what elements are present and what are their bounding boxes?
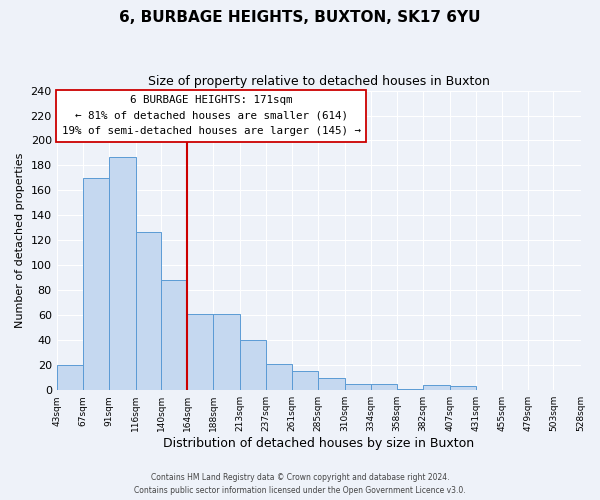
Bar <box>83 178 109 390</box>
Bar <box>371 384 397 390</box>
Title: Size of property relative to detached houses in Buxton: Size of property relative to detached ho… <box>148 75 490 88</box>
Bar <box>292 372 318 390</box>
Bar <box>213 314 240 390</box>
Bar <box>161 280 187 390</box>
Bar <box>423 385 450 390</box>
Bar <box>397 389 423 390</box>
Bar <box>240 340 266 390</box>
Text: Contains HM Land Registry data © Crown copyright and database right 2024.
Contai: Contains HM Land Registry data © Crown c… <box>134 474 466 495</box>
Text: 6, BURBAGE HEIGHTS, BUXTON, SK17 6YU: 6, BURBAGE HEIGHTS, BUXTON, SK17 6YU <box>119 10 481 25</box>
Bar <box>136 232 161 390</box>
Y-axis label: Number of detached properties: Number of detached properties <box>15 152 25 328</box>
Bar <box>187 314 213 390</box>
Bar <box>109 156 136 390</box>
X-axis label: Distribution of detached houses by size in Buxton: Distribution of detached houses by size … <box>163 437 474 450</box>
Bar <box>450 386 476 390</box>
Bar <box>266 364 292 390</box>
Text: 6 BURBAGE HEIGHTS: 171sqm
← 81% of detached houses are smaller (614)
19% of semi: 6 BURBAGE HEIGHTS: 171sqm ← 81% of detac… <box>62 95 361 136</box>
Bar <box>318 378 345 390</box>
Bar <box>56 365 83 390</box>
Bar <box>345 384 371 390</box>
